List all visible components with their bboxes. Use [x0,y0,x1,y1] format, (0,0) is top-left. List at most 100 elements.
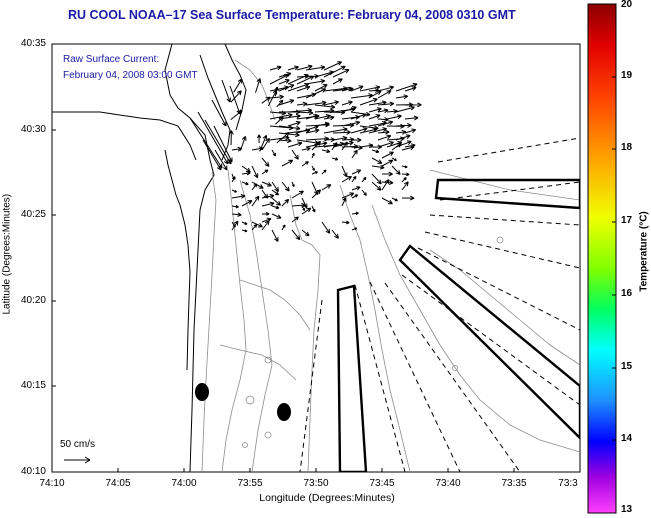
y-tick-label: 40:10 [20,466,46,477]
current-vector [377,85,394,92]
current-vector [361,189,367,196]
current-vector [332,68,350,78]
colorbar-tick-label: 18 [621,142,633,153]
x-tick-label: 74:05 [105,478,131,489]
x-tick-label: 73:35 [501,478,527,489]
current-vector [350,137,362,143]
current-vector [241,181,249,186]
current-vector [239,136,247,151]
current-vector [332,129,351,135]
x-tick-label: 73:40 [435,478,461,489]
current-vector [381,179,390,191]
current-vector [269,65,282,71]
current-vector [269,135,290,141]
current-vector [231,193,246,199]
current-vector [291,229,301,241]
current-vector [395,123,412,128]
current-vector [401,165,408,169]
current-vector [351,149,358,159]
current-vector [301,161,309,167]
current-vector [368,127,388,134]
current-vector [401,195,415,201]
current-vector [287,82,309,92]
current-vector [381,171,393,177]
current-vector [377,134,392,141]
current-vector [351,186,361,191]
current-vector [301,146,311,152]
current-vector [351,169,362,175]
current-vector [231,220,239,231]
current-vector [228,130,234,146]
current-vector [321,221,331,234]
scale-arrow [64,456,91,464]
current-vector [341,165,348,178]
current-vector [351,175,357,183]
current-vector [278,132,300,138]
current-vector [291,190,304,199]
current-vector [361,176,367,183]
colorbar-label: Temperature (°C) [638,211,650,292]
buoy-marker[interactable] [195,383,209,401]
current-vector [287,120,301,127]
colorbar-tick-label: 19 [621,70,633,81]
current-vector [281,159,294,167]
current-vector [281,198,290,207]
current-vector [278,125,301,131]
current-vector [296,75,315,85]
scale-label: 50 cm/s [60,439,96,450]
current-vector [271,189,280,196]
current-vector [401,181,409,191]
current-vector [269,74,289,85]
current-vector [377,129,390,135]
current-vector [233,78,243,93]
current-vector [311,152,315,159]
current-vector [291,149,299,160]
current-vector [278,138,292,144]
current-vector [301,205,306,211]
current-vector [261,169,269,175]
current-vector [341,220,350,225]
current-vector [395,94,409,100]
current-vector [350,127,368,134]
current-vector [251,223,258,231]
buoy-marker[interactable] [277,403,291,421]
shipping-channels [336,178,580,472]
current-vector [395,134,411,141]
current-vector [381,159,394,167]
current-vector [214,149,228,171]
colorbar-tick-label: 15 [621,361,633,372]
current-vector [311,171,318,175]
current-vector [377,90,392,99]
current-vector [377,120,394,127]
current-vector [381,180,394,186]
current-vector [211,99,227,127]
current-vector [305,88,327,99]
current-vector [276,99,284,108]
current-vector [261,138,270,151]
current-vector [395,129,407,135]
current-vectors [189,61,422,242]
current-vector [323,115,335,121]
current-vector [391,165,401,175]
current-vector [251,181,264,189]
current-vector [341,192,355,199]
current-vector [381,151,394,159]
current-vector [230,90,242,103]
current-vector [287,74,309,85]
colorbar-tick-label: 14 [621,433,633,444]
y-tick-label: 40:35 [20,38,46,49]
current-vector [377,140,394,148]
current-vector [241,171,251,176]
current-vector [391,142,402,151]
current-vector [341,120,361,127]
plot-frame [51,43,581,473]
current-vector [331,229,339,239]
current-vector [296,101,308,107]
current-vector [305,78,326,85]
current-vector [332,78,343,85]
current-vector [259,134,268,152]
current-vector [341,106,357,113]
current-vector [256,134,262,143]
current-vector [341,175,352,183]
